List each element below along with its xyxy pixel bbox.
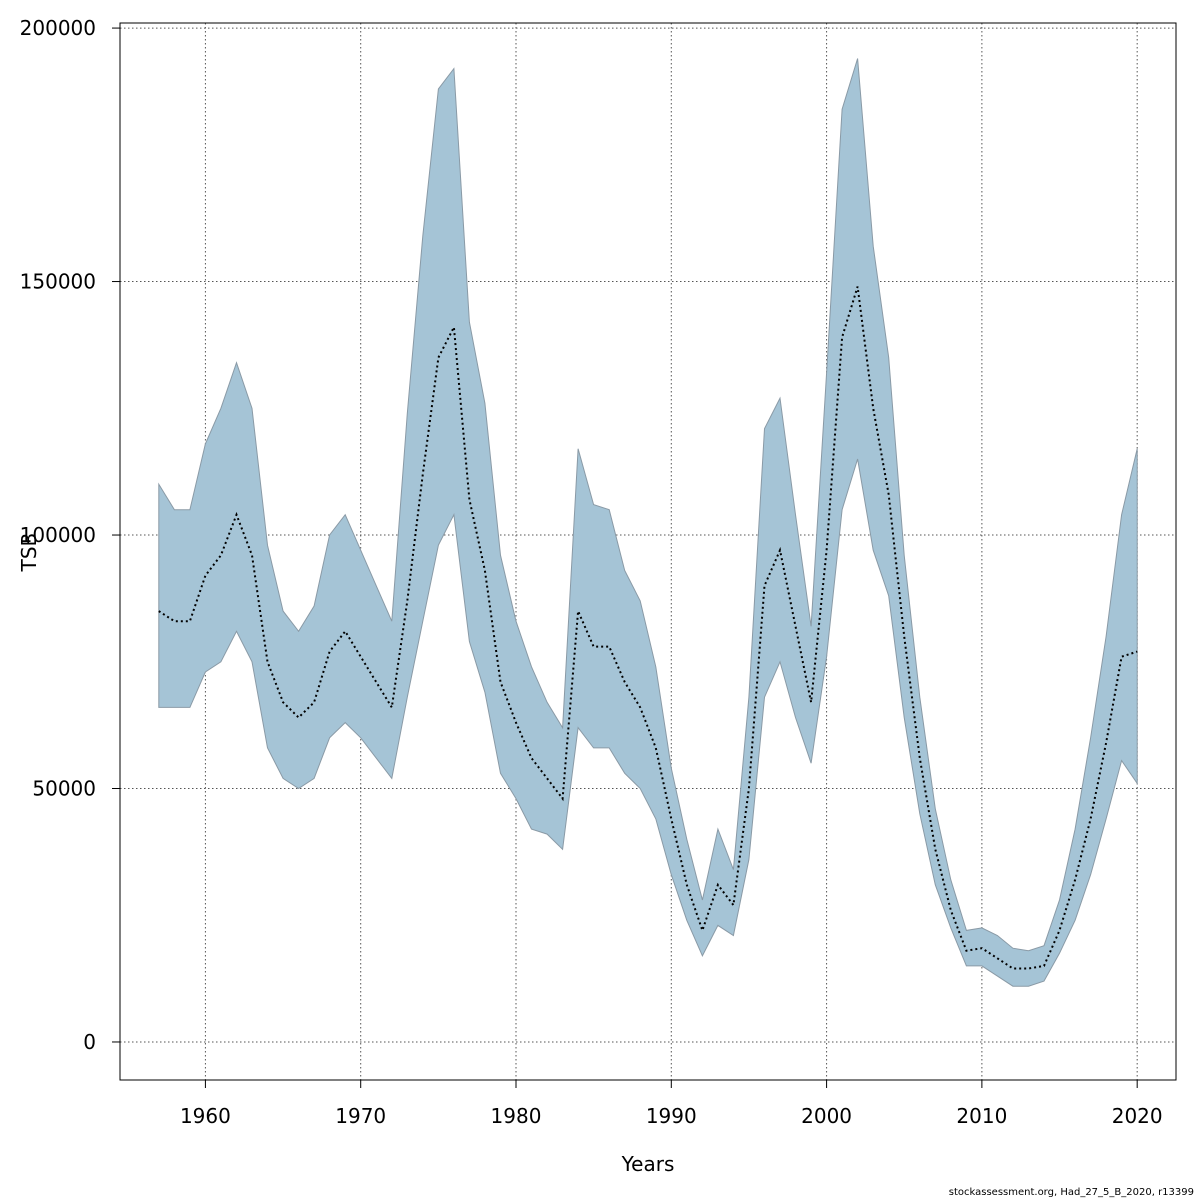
y-tick-label-100000: 100000: [20, 523, 96, 547]
footer-credit: stockassessment.org, Had_27_5_B_2020, r1…: [948, 1187, 1194, 1198]
y-tick-label-200000: 200000: [20, 16, 96, 40]
y-axis-title: TSB: [17, 533, 41, 573]
y-axis: 0 50000 100000 150000 200000: [20, 16, 120, 1054]
grid-layer: [120, 23, 1176, 1080]
x-tick-label-1990: 1990: [646, 1104, 697, 1128]
plot-frame: [119, 22, 1177, 1081]
y-tick-label-150000: 150000: [20, 270, 96, 294]
tsb-estimate-line: [158, 286, 1138, 970]
x-axis-title: Years: [621, 1152, 675, 1176]
x-tick-label-2010: 2010: [956, 1104, 1007, 1128]
y-tick-label-50000: 50000: [32, 777, 96, 801]
x-tick-label-2000: 2000: [801, 1104, 852, 1128]
estimate-line-layer: [158, 286, 1138, 970]
confidence-band-layer: [158, 58, 1138, 987]
x-tick-label-2020: 2020: [1112, 1104, 1163, 1128]
confidence-band: [158, 58, 1138, 987]
x-tick-label-1980: 1980: [491, 1104, 542, 1128]
x-tick-label-1970: 1970: [335, 1104, 386, 1128]
y-tick-label-0: 0: [83, 1030, 96, 1054]
x-axis: 1960 1970 1980 1990 2000 2010 2020: [180, 1080, 1163, 1128]
x-tick-label-1960: 1960: [180, 1104, 231, 1128]
